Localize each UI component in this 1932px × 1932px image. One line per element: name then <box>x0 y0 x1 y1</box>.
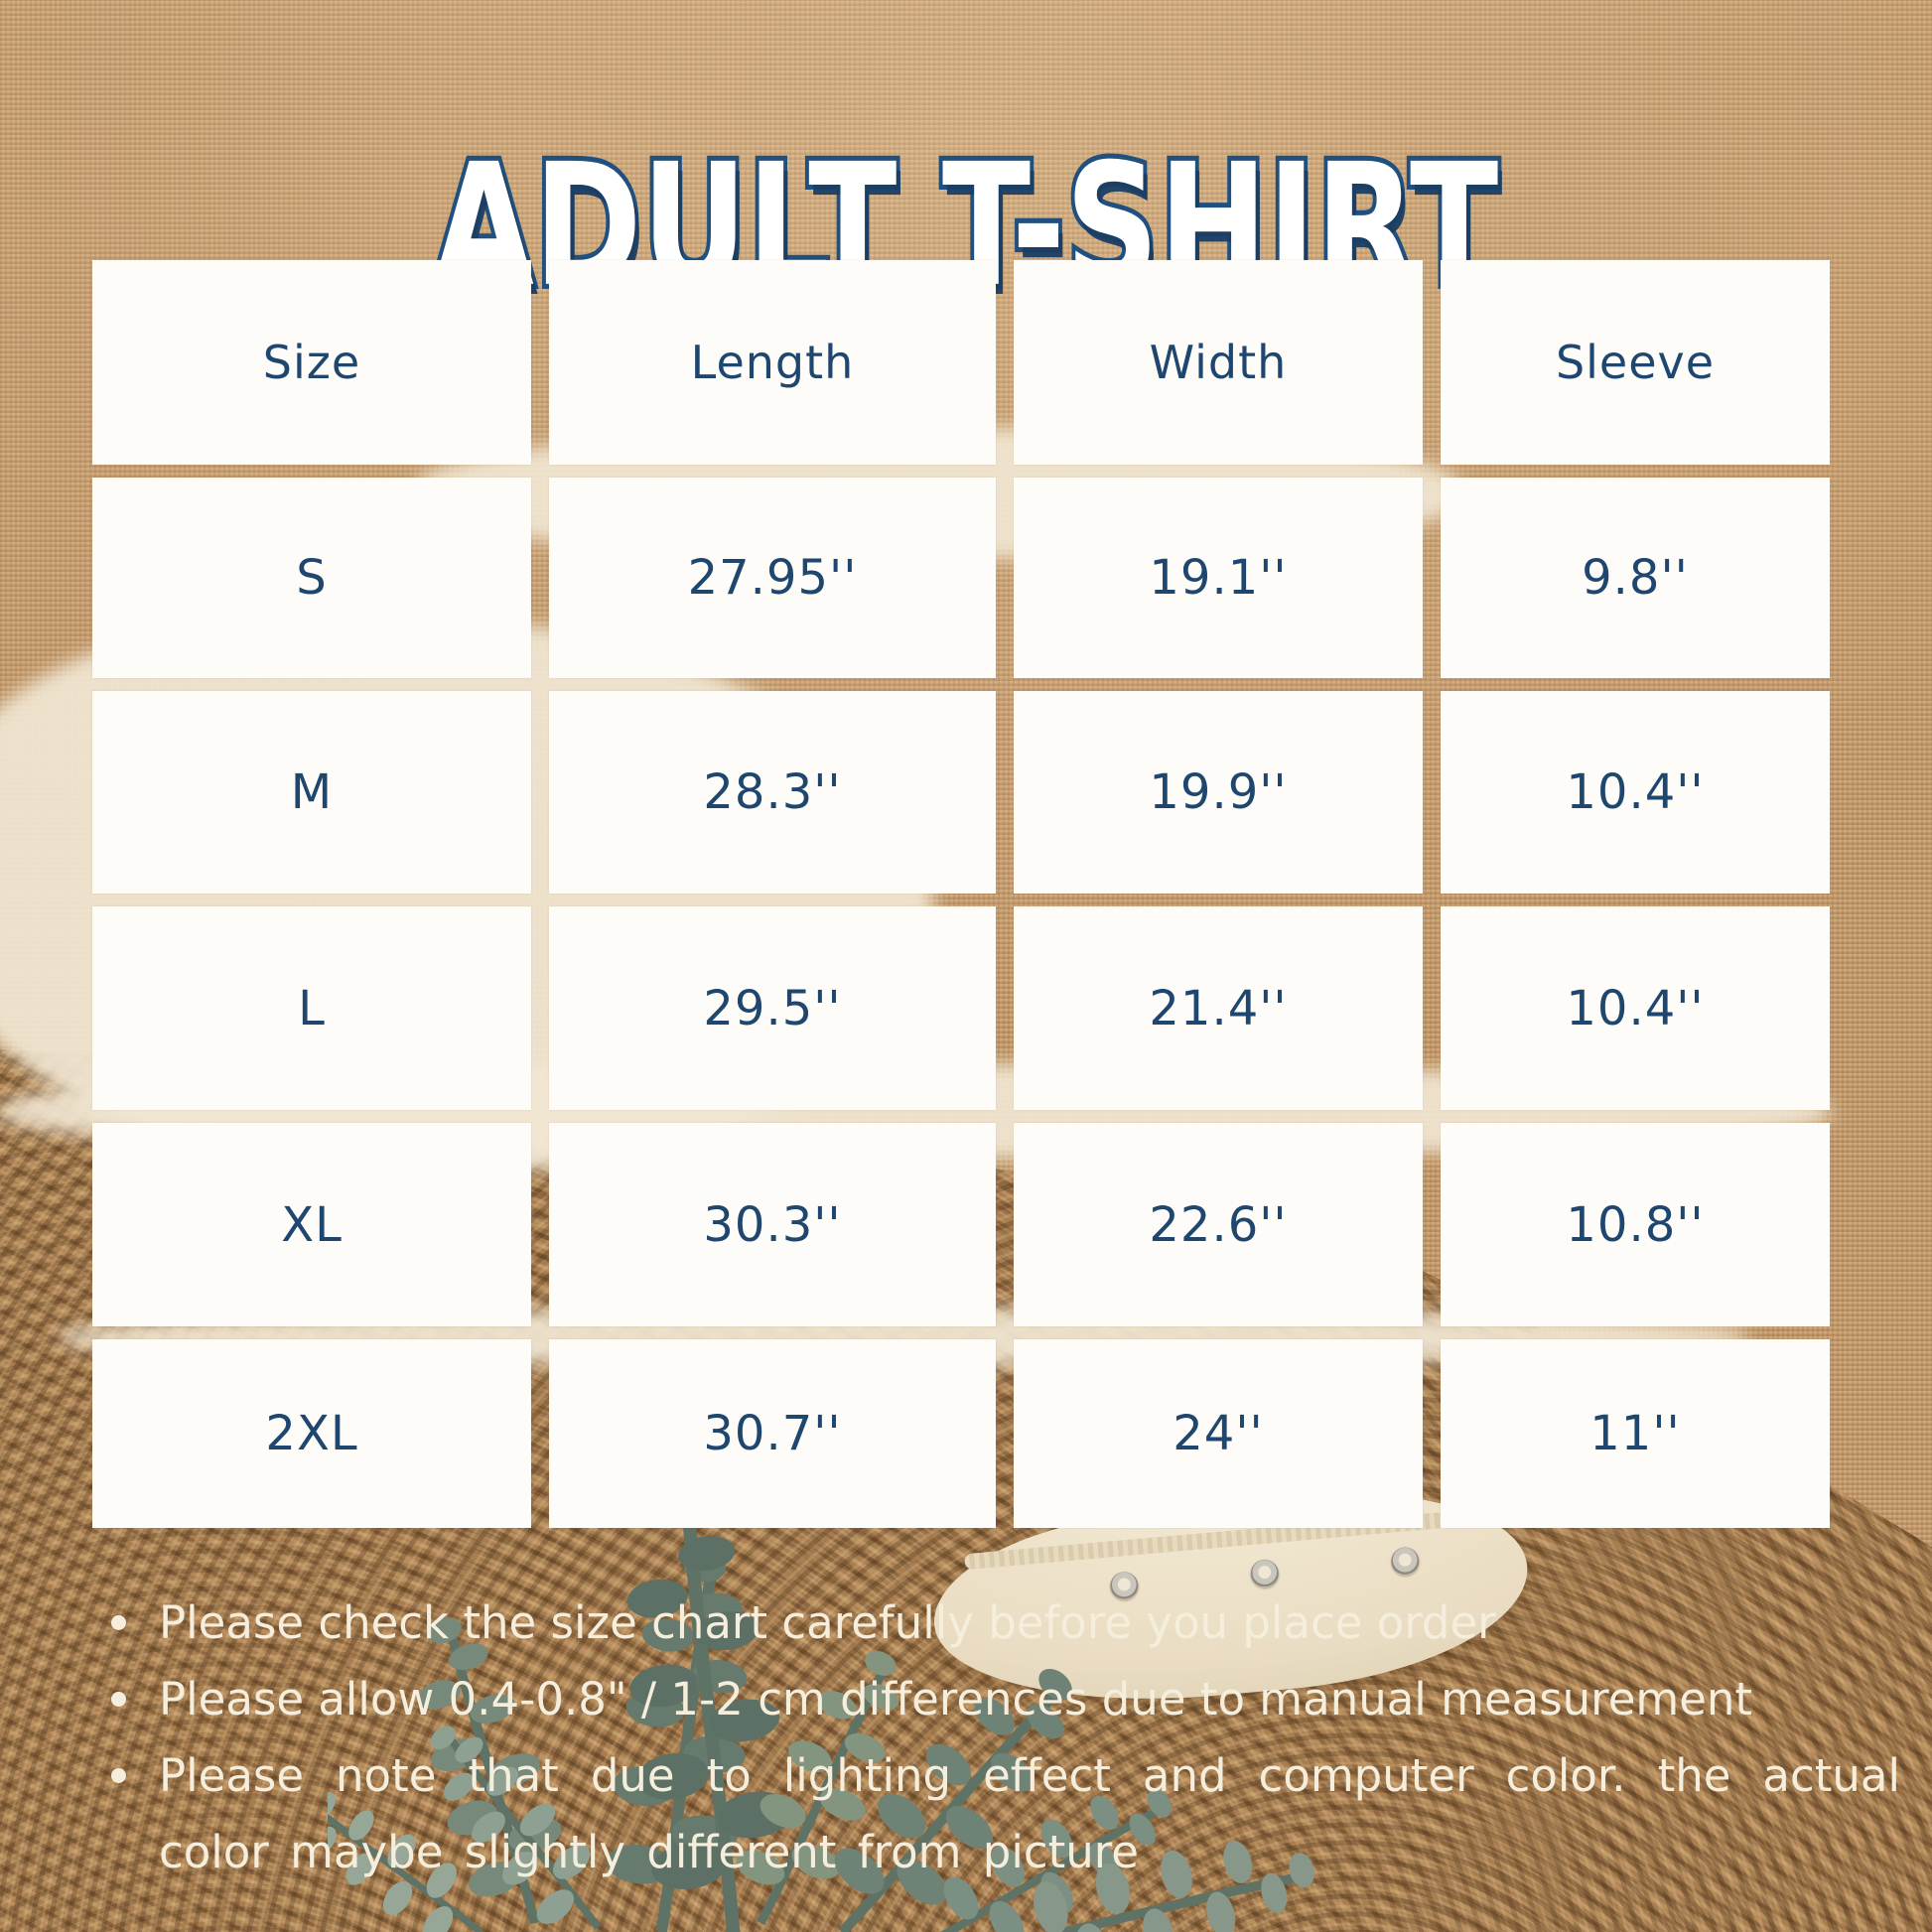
table-cell-length: 28.3'' <box>549 691 996 894</box>
table-cell-sleeve: 10.8'' <box>1441 1123 1830 1326</box>
notes-list: Please check the size chart carefully be… <box>97 1585 1900 1890</box>
table-cell-width: 24'' <box>1014 1339 1423 1528</box>
table-cell-sleeve: 9.8'' <box>1441 478 1830 678</box>
size-chart-table: Size Length Width Sleeve S 27.95'' 19.1'… <box>92 260 1830 1528</box>
table-cell-width: 21.4'' <box>1014 906 1423 1110</box>
table-cell-width: 22.6'' <box>1014 1123 1423 1326</box>
table-cell-width: 19.9'' <box>1014 691 1423 894</box>
bullet-dot <box>111 1768 126 1783</box>
note-item: Please check the size chart carefully be… <box>97 1585 1900 1661</box>
table-cell-size: XL <box>92 1123 531 1326</box>
table-cell-size: L <box>92 906 531 1110</box>
table-cell-sleeve: 10.4'' <box>1441 906 1830 1110</box>
table-cell-width: 19.1'' <box>1014 478 1423 678</box>
table-cell-size: 2XL <box>92 1339 531 1528</box>
table-cell-length: 30.7'' <box>549 1339 996 1528</box>
snap-button <box>1390 1546 1421 1577</box>
bullet-dot <box>111 1615 126 1630</box>
bullet-dot <box>111 1692 126 1707</box>
table-cell-size: S <box>92 478 531 678</box>
table-cell-length: 30.3'' <box>549 1123 996 1326</box>
table-header-size: Size <box>92 260 531 465</box>
table-cell-length: 27.95'' <box>549 478 996 678</box>
note-text: Please note that due to lighting effect … <box>159 1749 1900 1878</box>
table-header-width: Width <box>1014 260 1423 465</box>
table-cell-size: M <box>92 691 531 894</box>
note-text: Please check the size chart carefully be… <box>159 1596 1496 1649</box>
table-cell-length: 29.5'' <box>549 906 996 1110</box>
table-cell-sleeve: 10.4'' <box>1441 691 1830 894</box>
note-text: Please allow 0.4-0.8" / 1-2 cm differenc… <box>159 1673 1753 1725</box>
table-header-sleeve: Sleeve <box>1441 260 1830 465</box>
table-cell-sleeve: 11'' <box>1441 1339 1830 1528</box>
note-item: Please note that due to lighting effect … <box>97 1737 1900 1890</box>
table-header-length: Length <box>549 260 996 465</box>
note-item: Please allow 0.4-0.8" / 1-2 cm differenc… <box>97 1661 1900 1737</box>
